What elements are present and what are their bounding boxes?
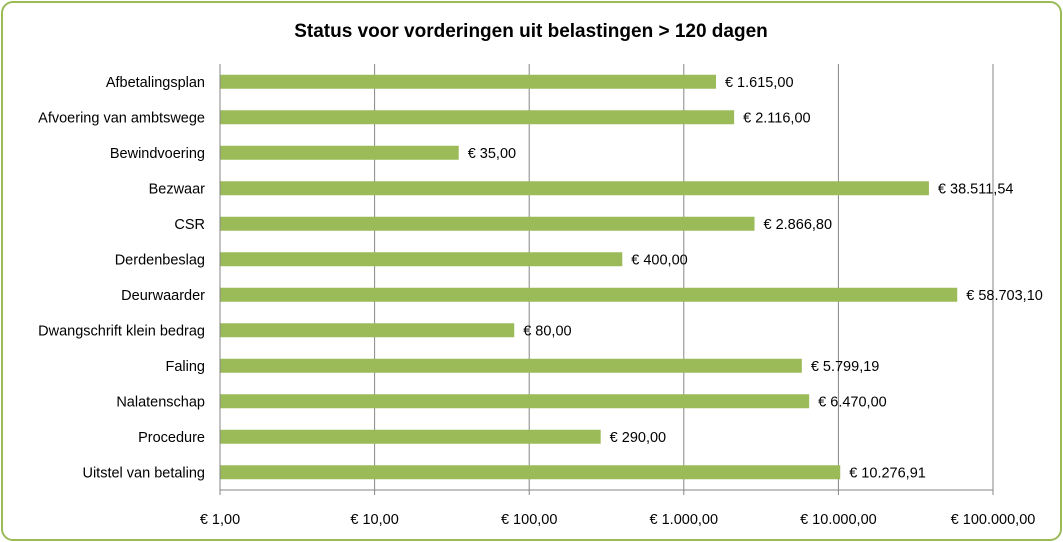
x-axis-ticks: € 1,00 € 10,00 € 100,00 € 1.000,00 € 10.000,… [200, 512, 1036, 528]
category-label: Procedure [138, 430, 205, 446]
category-label: Faling [166, 359, 206, 375]
bar [220, 74, 716, 89]
x-tick-label: € 100,00 [501, 512, 557, 528]
data-label: € 10.276,91 [849, 465, 926, 481]
category-label: Afvoering van ambtswege [38, 110, 205, 126]
bar [220, 287, 958, 302]
data-label: € 2.116,00 [743, 110, 810, 126]
category-label: Derdenbeslag [115, 252, 205, 268]
bars [220, 74, 958, 480]
category-label: Bewindvoering [110, 146, 205, 162]
chart-title: Status voor vorderingen uit belastingen … [294, 21, 768, 42]
bar [220, 110, 735, 125]
data-label: € 6.470,00 [818, 394, 887, 410]
bar [220, 429, 601, 444]
bar [220, 394, 810, 409]
category-label: CSR [174, 217, 205, 233]
bar [220, 465, 841, 480]
bar [220, 181, 929, 196]
category-label: Afbetalingsplan [106, 75, 205, 91]
category-label: Uitstel van betaling [82, 465, 205, 481]
data-label: € 400,00 [631, 252, 687, 268]
bar [220, 216, 755, 231]
data-label: € 38.511,54 [938, 181, 1014, 197]
x-tick-label: € 1.000,00 [650, 512, 719, 528]
x-tick-label: € 100.000,00 [951, 512, 1036, 528]
category-labels: Afbetalingsplan Afvoering van ambtswege Be… [38, 75, 205, 482]
data-labels: € 1.615,00 € 2.116,00 € 35,00 € 38.511,54 € … [468, 75, 1043, 482]
data-label: € 35,00 [468, 146, 516, 162]
x-tick-label: € 10.000,00 [800, 512, 877, 528]
x-tick-label: € 10,00 [350, 512, 398, 528]
data-label: € 2.866,80 [764, 217, 833, 233]
gridlines [219, 64, 994, 495]
bar [220, 323, 515, 338]
bar [220, 145, 459, 160]
x-tick-label: € 1,00 [200, 512, 240, 528]
data-label: € 58.703,10 [966, 288, 1043, 304]
data-label: € 5.799,19 [811, 359, 880, 375]
data-label: € 290,00 [610, 430, 666, 446]
category-label: Bezwaar [149, 181, 206, 197]
category-label: Dwangschrift klein bedrag [38, 323, 205, 339]
category-label: Deurwaarder [121, 288, 205, 304]
category-label: Nalatenschap [116, 394, 205, 410]
data-label: € 80,00 [523, 323, 571, 339]
data-label: € 1.615,00 [725, 75, 794, 91]
bar [220, 252, 623, 267]
bar [220, 358, 802, 373]
